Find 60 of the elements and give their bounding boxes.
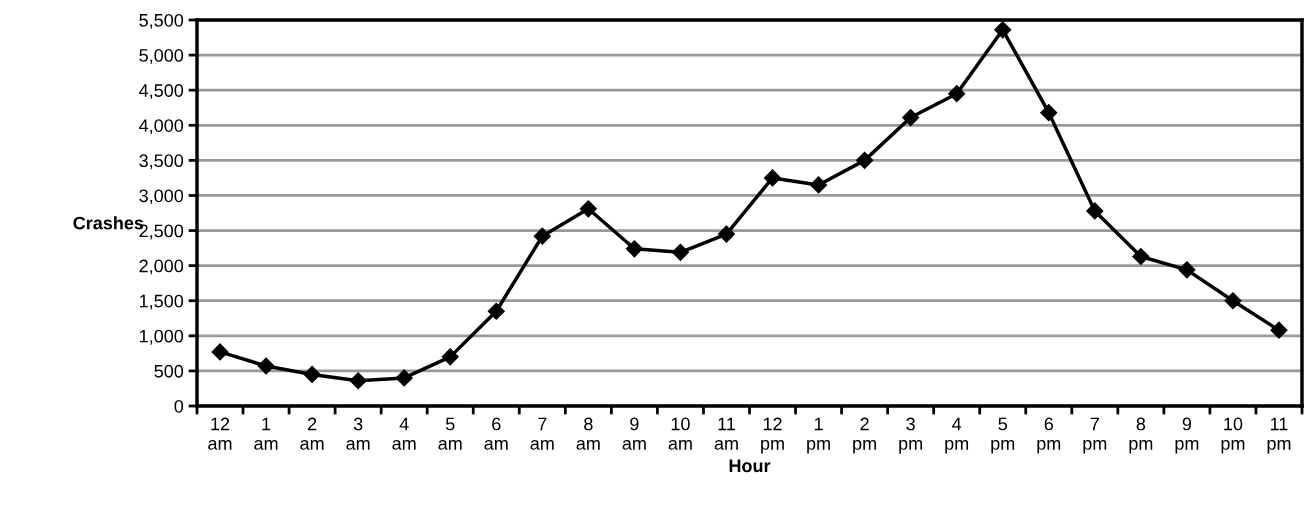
x-tick-label: 10 am (668, 417, 692, 450)
point (487, 302, 505, 320)
x-tick-label: 9 am (622, 417, 646, 450)
point (257, 357, 275, 375)
y-tick-label: 3,000 (139, 189, 184, 205)
x-tick-label: 7 pm (1083, 417, 1107, 454)
y-tick-label: 0 (174, 399, 184, 413)
point (441, 348, 459, 366)
x-tick-label: 7 am (530, 417, 554, 450)
point (717, 225, 736, 243)
x-tick-label: 3 am (346, 417, 370, 450)
y-tick-label: 5,000 (139, 49, 184, 64)
x-axis-title: Hour (729, 459, 771, 473)
y-tick-label: 1,000 (140, 329, 184, 345)
point (625, 240, 643, 258)
point (579, 200, 597, 218)
point (1178, 261, 1196, 279)
point (1040, 104, 1058, 122)
y-tick-label: 5,500 (139, 13, 184, 29)
x-tick-label: 8 am (576, 417, 600, 450)
point (810, 176, 828, 194)
point (395, 369, 413, 387)
x-tick-label: 11 am (714, 417, 738, 450)
x-tick-label: 2 am (300, 417, 324, 450)
x-tick-label: 5 am (438, 417, 462, 450)
point (1132, 247, 1150, 266)
point (856, 151, 874, 169)
x-tick-label: 1 pm (807, 417, 830, 454)
x-tick-label: 10 pm (1221, 417, 1245, 454)
point (349, 372, 367, 390)
y-tick-label: 1,500 (140, 294, 184, 310)
point (948, 85, 966, 103)
point (671, 243, 689, 261)
x-tick-label: 8 pm (1129, 417, 1153, 454)
point (902, 109, 920, 127)
x-tick-label: 11 pm (1267, 417, 1291, 454)
point (763, 169, 782, 187)
y-tick-label: 500 (154, 364, 184, 378)
x-tick-label: 5 pm (991, 417, 1015, 454)
x-tick-label: 3 pm (899, 417, 922, 454)
y-tick-label: 4,500 (139, 84, 184, 100)
point (303, 365, 321, 383)
y-tick-label: 2,000 (139, 259, 184, 275)
x-tick-label: 4 am (392, 417, 416, 450)
x-tick-label: 6 am (484, 417, 508, 450)
x-tick-label: 1 am (254, 417, 278, 450)
x-tick-label: 12 am (208, 417, 232, 450)
y-tick-label: 3,500 (139, 154, 184, 170)
x-tick-label: 9 pm (1175, 417, 1199, 454)
point (1086, 202, 1104, 220)
point (994, 21, 1012, 39)
x-tick-label: 4 pm (945, 417, 969, 454)
point (1224, 292, 1242, 310)
point (1270, 321, 1288, 339)
x-tick-label: 12 pm (761, 417, 784, 454)
point (211, 343, 229, 361)
x-tick-label: 6 pm (1037, 417, 1061, 454)
point (533, 227, 551, 245)
x-tick-label: 2 pm (853, 417, 876, 454)
y-tick-label: 4,000 (139, 119, 184, 135)
